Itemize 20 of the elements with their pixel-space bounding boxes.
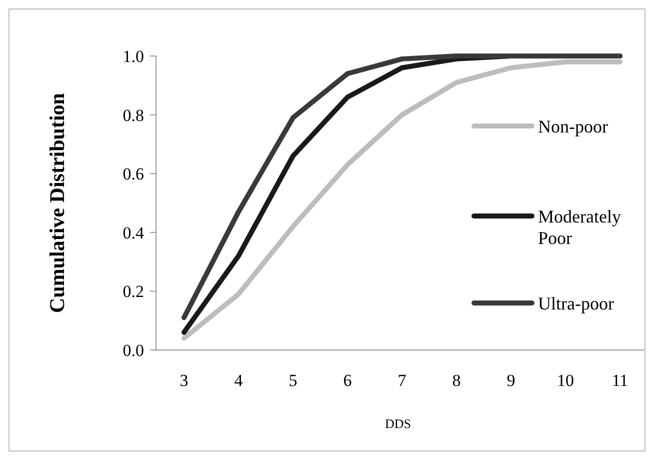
- y-tick-label: 0.4: [122, 223, 144, 242]
- legend-label: Moderately Poor: [538, 206, 621, 248]
- legend-label: Non-poor: [538, 116, 608, 136]
- x-tick-label: 5: [288, 371, 298, 390]
- y-tick-label: 0.6: [122, 164, 144, 184]
- y-tick-label: 1.0: [122, 46, 144, 66]
- y-tick-label: 0.8: [122, 106, 144, 125]
- x-tick-label: 9: [506, 371, 516, 390]
- x-axis-title: DDS: [384, 416, 412, 431]
- x-tick-label: 4: [234, 371, 244, 390]
- x-tick-label: 7: [398, 371, 407, 390]
- y-axis-title: Cumulative Distribution: [45, 92, 69, 313]
- y-tick-label: 0.0: [122, 340, 144, 360]
- x-tick-label: 6: [343, 371, 352, 390]
- x-tick-label: 8: [452, 371, 461, 390]
- x-tick-label: 10: [557, 371, 574, 390]
- legend-label: Ultra-poor: [538, 293, 614, 314]
- x-tick-label: 11: [612, 371, 628, 390]
- x-tick-label: 3: [180, 371, 188, 390]
- y-tick-label: 0.2: [122, 282, 144, 302]
